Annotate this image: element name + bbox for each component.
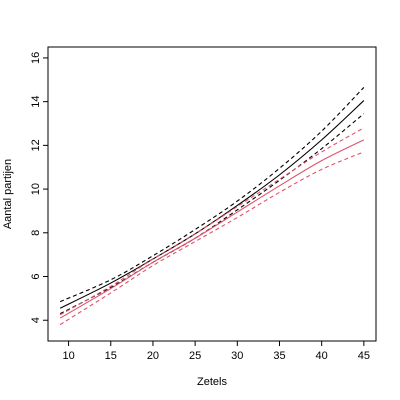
y-tick-label: 12 — [30, 139, 42, 151]
plot-frame — [47, 46, 377, 342]
x-tick-label: 30 — [231, 350, 243, 362]
series-line-1 — [59, 87, 365, 303]
x-tick-label: 20 — [147, 350, 159, 362]
x-tick-label: 25 — [189, 350, 201, 362]
series-line-3 — [59, 139, 365, 319]
y-axis: 4 6 8 10 12 14 16 — [30, 52, 48, 323]
x-tick-label: 15 — [105, 350, 117, 362]
y-tick-label: 10 — [30, 183, 42, 195]
y-tick-label: 16 — [30, 52, 42, 64]
x-axis: 10 15 20 25 30 35 40 45 — [62, 341, 370, 362]
x-tick-label: 40 — [316, 350, 328, 362]
y-axis-title: Aantal partijen — [2, 159, 14, 229]
y-tick-label: 8 — [30, 230, 42, 236]
y-tick-label: 4 — [30, 317, 42, 323]
series-layer — [59, 87, 365, 326]
series-line-5 — [59, 151, 365, 326]
x-tick-label: 35 — [273, 350, 285, 362]
x-tick-label: 45 — [358, 350, 370, 362]
x-axis-title: Zetels — [197, 376, 227, 388]
series-line-4 — [59, 127, 365, 316]
x-tick-label: 10 — [62, 350, 74, 362]
y-tick-label: 14 — [30, 96, 42, 108]
y-tick-label: 6 — [30, 273, 42, 279]
